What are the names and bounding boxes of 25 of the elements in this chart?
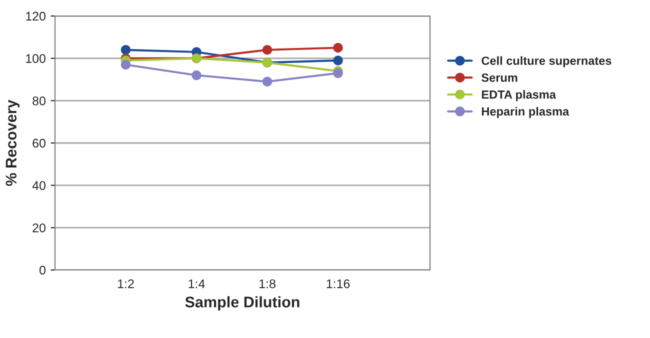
y-tick-label: 80 (32, 96, 46, 106)
point (192, 70, 202, 80)
y-tick-label: 100 (26, 54, 46, 63)
legend-label: EDTA plasma (482, 90, 556, 102)
point (333, 56, 343, 66)
legend-label: Cell culture supernates (482, 56, 612, 68)
y-tick-label: 20 (32, 223, 46, 232)
x-axis-title: Sample Dilution (185, 296, 300, 310)
legend-label: Serum (482, 73, 518, 82)
y-tick-label: 120 (26, 12, 46, 21)
point (333, 68, 343, 78)
point (120, 60, 131, 70)
y-tick-label: 0 (40, 266, 46, 275)
x-tick-label: 1:16 (326, 279, 350, 288)
y-tick-label: 40 (32, 181, 46, 190)
point (262, 45, 272, 55)
x-tick-label: 1:2 (118, 279, 134, 288)
y-axis-title: % Recovery (6, 100, 20, 186)
point (120, 45, 131, 55)
x-tick-label: 1:4 (188, 279, 205, 288)
y-tick-label: 60 (32, 138, 46, 148)
legend-label: Heparin plasma (482, 106, 570, 118)
point (262, 76, 272, 86)
point (333, 42, 343, 53)
x-tick-label: 1:8 (260, 279, 276, 288)
